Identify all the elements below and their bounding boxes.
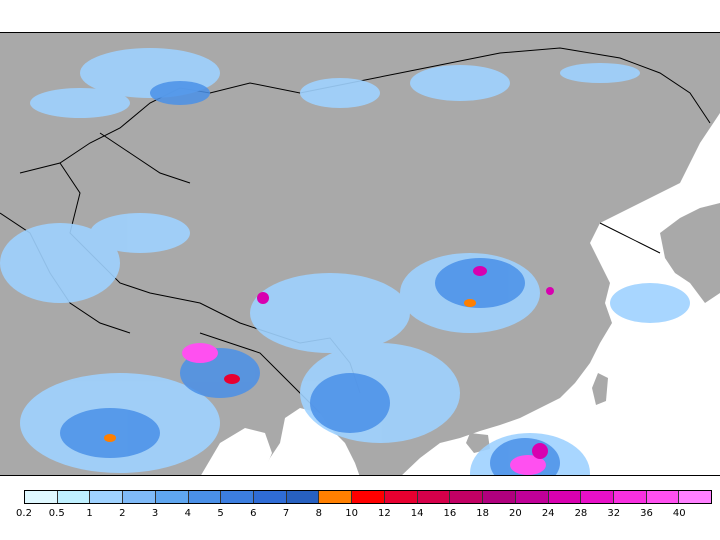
legend-swatch [646, 491, 680, 503]
legend-labels: 0.2 0.5 1 2 3 4 5 6 7 8 10 12 14 16 18 20 24 28 32 36 40 [16, 508, 712, 522]
legend-tick-label: 2 [119, 508, 126, 519]
legend-tick-label: 0.5 [48, 508, 65, 519]
legend-tick-label: 3 [151, 508, 159, 519]
legend-tick-label: 10 [345, 508, 358, 519]
legend-swatch [679, 491, 712, 503]
legend-tick-label: 4 [184, 508, 191, 519]
legend-swatch [548, 491, 582, 503]
legend-tick-label: 14 [410, 508, 424, 519]
land-east [660, 203, 720, 303]
legend-swatch [90, 491, 124, 503]
legend-swatch [286, 491, 320, 503]
legend-tick-label: 5 [217, 508, 224, 519]
legend-tick-label: 32 [607, 508, 621, 519]
legend-swatch [123, 491, 156, 503]
precipitation-map [0, 32, 720, 476]
legend-tick-label: 20 [509, 508, 522, 519]
ocean-bay [201, 428, 272, 475]
legend-tick-label: 8 [315, 508, 323, 519]
legend-swatch [57, 491, 91, 503]
land-mass [0, 33, 720, 475]
legend-swatch [417, 491, 451, 503]
legend-swatch [25, 491, 58, 503]
legend-tick-label: 6 [250, 508, 257, 519]
color-legend [24, 490, 712, 504]
legend-swatch [155, 491, 189, 503]
precip-heavy [104, 266, 554, 475]
legend-tick-label: 16 [443, 508, 457, 519]
legend-swatch [581, 491, 614, 503]
legend-swatch [483, 491, 516, 503]
legend-swatch [254, 491, 287, 503]
legend-tick-label: 0.2 [16, 508, 32, 519]
legend-tick-label: 28 [574, 508, 588, 519]
land-taiwan [592, 373, 608, 405]
legend-swatch [450, 491, 484, 503]
legend-tick-label: 18 [476, 508, 490, 519]
legend-tick-label: 12 [378, 508, 391, 519]
legend-swatch [613, 491, 647, 503]
map-canvas [0, 33, 720, 475]
legend-swatch [188, 491, 222, 503]
legend-swatch [352, 491, 385, 503]
legend-swatch [221, 491, 255, 503]
legend-swatch [515, 491, 549, 503]
legend-swatch [319, 491, 353, 503]
legend-tick-label: 40 [672, 508, 686, 519]
legend-tick-label: 24 [541, 508, 555, 519]
legend-tick-label: 7 [282, 508, 290, 519]
legend-swatch [384, 491, 418, 503]
legend-tick-label: 1 [86, 508, 93, 519]
legend-tick-label: 36 [640, 508, 653, 519]
